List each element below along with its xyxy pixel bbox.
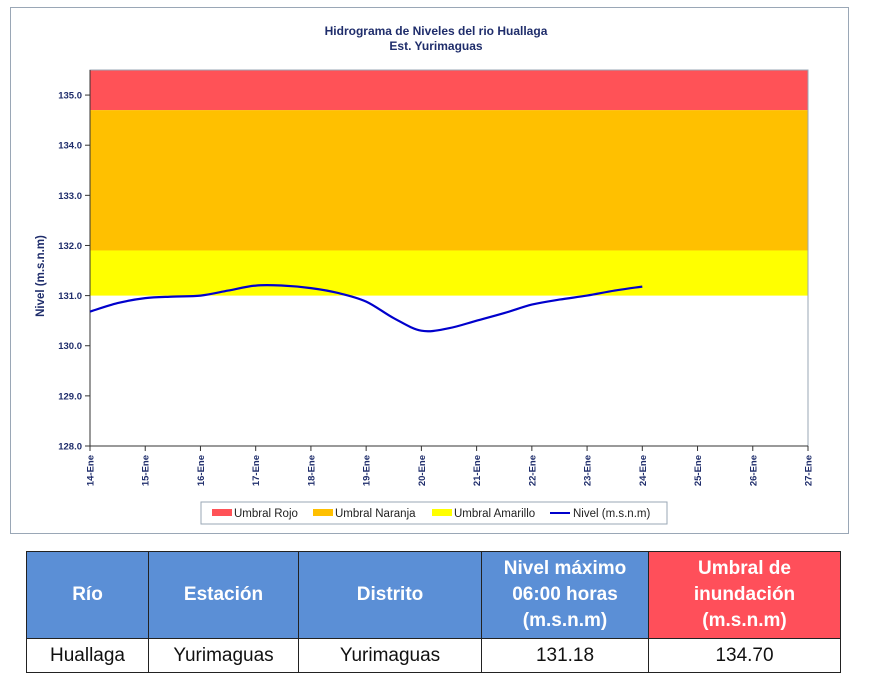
y-tick-label: 134.0 — [58, 141, 82, 152]
series-layer — [89, 283, 643, 333]
x-tick-label: 15-Ene — [141, 455, 152, 486]
y-tick-label: 131.0 — [58, 291, 82, 302]
x-tick-label: 27-Ene — [804, 455, 815, 486]
threshold-bands — [90, 70, 808, 296]
legend: Umbral Rojo Umbral Naranja Umbral Amaril… — [200, 501, 668, 525]
cell-nivel-maximo: 131.18 — [481, 638, 649, 673]
y-tick-label: 133.0 — [58, 191, 82, 202]
y-tick-label: 130.0 — [58, 341, 82, 352]
station-info-table: Río Estación Distrito Nivel máximo 06:00… — [26, 551, 841, 673]
table-row: Huallaga Yurimaguas Yurimaguas 131.18 13… — [26, 638, 841, 673]
y-axis-label: Nivel (m.s.n.m) — [35, 235, 47, 317]
table-header-row: Río Estación Distrito Nivel máximo 06:00… — [26, 551, 841, 639]
axes: 128.0 129.0 130.0 131.0 132.0 133.0 134.0 135.0… — [58, 70, 815, 486]
header-rio: Río — [26, 551, 149, 639]
y-tick-label: 132.0 — [58, 241, 82, 252]
header-nivel-maximo: Nivel máximo 06:00 horas (m.s.n.m) — [481, 551, 649, 639]
x-tick-label: 14-Ene — [86, 455, 97, 486]
chart-panel: Hidrograma de Niveles del rio Huallaga E… — [10, 7, 849, 534]
x-tick-label: 24-Ene — [638, 455, 649, 486]
header-nivel-line-1: Nivel máximo — [503, 558, 627, 579]
y-tick-label: 135.0 — [58, 91, 82, 102]
x-tick-label: 25-Ene — [693, 455, 704, 486]
x-tick-label: 17-Ene — [251, 455, 262, 486]
legend-label-amarillo: Umbral Amarillo — [454, 508, 535, 520]
legend-swatch-rojo — [212, 509, 232, 516]
x-tick-label: 22-Ene — [527, 455, 538, 486]
header-nivel-line-3: (m.s.n.m) — [522, 610, 608, 631]
cell-estacion: Yurimaguas — [148, 638, 299, 673]
header-estacion: Estación — [148, 551, 299, 639]
header-umbral-line-2: inundación — [693, 584, 796, 605]
chart-title: Hidrograma de Niveles del rio Huallaga — [325, 24, 548, 38]
x-tick-label: 18-Ene — [306, 455, 317, 486]
hydrograph-chart: Hidrograma de Niveles del rio Huallaga E… — [35, 24, 815, 525]
legend-label-rojo: Umbral Rojo — [234, 508, 298, 520]
header-nivel-line-2: 06:00 horas — [512, 584, 618, 605]
legend-swatch-naranja — [313, 509, 333, 516]
threshold-band-1 — [90, 110, 808, 251]
threshold-band-2 — [90, 250, 808, 296]
threshold-band-0 — [90, 70, 808, 111]
x-tick-label: 26-Ene — [748, 455, 759, 486]
x-tick-label: 20-Ene — [417, 455, 428, 486]
header-umbral-line-3: (m.s.n.m) — [702, 610, 787, 631]
legend-swatch-amarillo — [432, 509, 452, 516]
chart-subtitle: Est. Yurimaguas — [389, 39, 482, 53]
y-tick-label: 128.0 — [58, 442, 82, 453]
cell-rio: Huallaga — [26, 638, 149, 673]
header-umbral-line-1: Umbral de — [698, 558, 791, 579]
header-distrito: Distrito — [298, 551, 482, 639]
legend-label-nivel: Nivel (m.s.n.m) — [573, 508, 650, 520]
x-tick-label: 16-Ene — [196, 455, 207, 486]
header-umbral-inundacion: Umbral de inundación (m.s.n.m) — [648, 551, 841, 639]
series-line-nivel — [89, 283, 643, 333]
cell-umbral-inundacion: 134.70 — [648, 638, 841, 673]
x-tick-label: 19-Ene — [362, 455, 373, 486]
legend-label-naranja: Umbral Naranja — [335, 508, 416, 520]
x-tick-label: 21-Ene — [472, 455, 483, 486]
y-tick-label: 129.0 — [58, 391, 82, 402]
x-tick-label: 23-Ene — [583, 455, 594, 486]
cell-distrito: Yurimaguas — [298, 638, 482, 673]
